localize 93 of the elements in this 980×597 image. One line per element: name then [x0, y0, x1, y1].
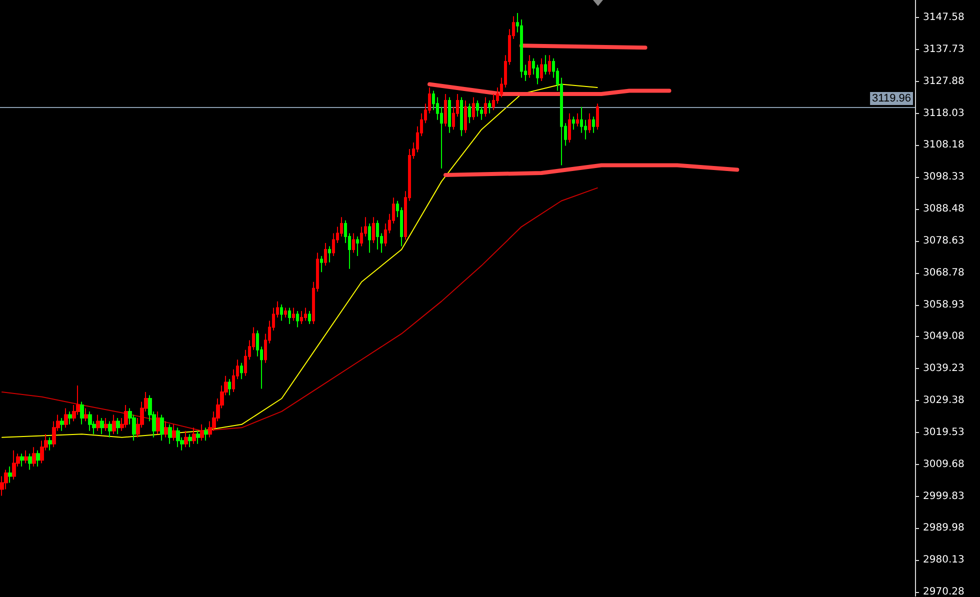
y-tick-label: 3137.73 [923, 44, 964, 55]
candlestick [164, 420, 168, 438]
y-tick-label: 2999.83 [923, 490, 964, 502]
candlestick [328, 246, 331, 263]
candlestick [28, 453, 32, 470]
candlestick [368, 223, 371, 254]
candlestick [160, 414, 164, 442]
candlestick [32, 446, 36, 468]
candlestick [592, 116, 595, 134]
candlestick [528, 54, 531, 78]
candlestick [372, 216, 375, 244]
candlestick [20, 453, 24, 468]
y-tick-label: 3078.63 [923, 235, 964, 246]
candlestick [108, 420, 112, 438]
candlestick [540, 58, 543, 82]
candlestick [320, 255, 323, 273]
y-tick-label: 3147.58 [923, 12, 964, 24]
candlestick [324, 242, 327, 266]
candlestick [8, 466, 12, 484]
candlestick [156, 410, 160, 435]
candlestick [548, 54, 551, 76]
candlestick [296, 310, 299, 328]
candlestick [124, 404, 128, 428]
y-tick-label: 3088.48 [923, 204, 964, 215]
candlestick [292, 307, 295, 322]
candlestick [352, 232, 355, 254]
y-tick-label: 2989.98 [923, 522, 964, 534]
candlestick [304, 307, 307, 322]
candlestick [284, 307, 287, 318]
candlestick [176, 427, 180, 448]
candlestick [64, 408, 68, 428]
y-tick-label: 2980.13 [923, 554, 964, 566]
candlestick [460, 96, 463, 137]
line-series [444, 163, 740, 177]
candlestick [484, 96, 487, 118]
candlestick [24, 450, 28, 464]
candlestick [116, 417, 120, 435]
candlestick [240, 362, 243, 380]
candlestick [196, 430, 200, 444]
candlestick [280, 304, 283, 322]
candlestick [596, 103, 599, 130]
candlestick [104, 417, 108, 432]
candlestick [112, 414, 116, 435]
candlestick [488, 100, 491, 114]
candlestick [96, 414, 100, 432]
candlestick [88, 410, 92, 432]
candlestick [172, 424, 176, 442]
candlestick [308, 310, 311, 324]
y-tick-label: 3009.68 [923, 458, 964, 470]
candlestick [464, 100, 467, 134]
y-tick-label: 3098.33 [923, 172, 964, 183]
candlestick [468, 103, 471, 124]
y-tick-label: 3029.38 [923, 395, 964, 406]
candlestick [48, 436, 52, 451]
candlestick [200, 424, 204, 442]
candlestick [576, 112, 579, 127]
candlestick [168, 424, 172, 444]
candlestick [228, 378, 231, 396]
candlestick [568, 112, 571, 144]
candlestick [376, 220, 379, 250]
candlestick [444, 93, 447, 127]
candlestick [184, 430, 188, 448]
candlestick [68, 410, 72, 425]
y-tick-label: 3127.88 [923, 76, 964, 87]
y-tick-label: 3118.03 [923, 108, 964, 119]
candlestick [36, 450, 40, 468]
candlestick [476, 100, 479, 118]
candlestick [572, 116, 575, 130]
candlestick [588, 112, 591, 134]
candlestick [60, 417, 64, 432]
y-tick-label: 3039.23 [923, 363, 964, 374]
candlestick [188, 434, 192, 448]
ref-line-label: 3119.96 [872, 92, 911, 105]
candlestick [288, 307, 291, 324]
y-tick-label: 3068.78 [923, 267, 964, 278]
y-tick-label: 3049.08 [923, 331, 964, 342]
line-series [2, 84, 598, 438]
candlestick [100, 417, 104, 435]
candlestick [192, 427, 196, 444]
y-tick-label: 3058.93 [923, 299, 964, 310]
candlestick [80, 401, 84, 425]
candlestick [84, 408, 88, 422]
candlestick [472, 96, 475, 120]
y-tick-label: 2970.28 [923, 586, 964, 597]
y-tick-label: 3019.53 [923, 426, 964, 438]
candlestick [204, 427, 208, 442]
candlestick [544, 54, 547, 76]
candlestick [300, 310, 303, 324]
candlestick [12, 450, 16, 480]
line-series [2, 187, 598, 432]
candlestick [448, 96, 451, 134]
y-tick-label: 3108.18 [923, 140, 964, 151]
candlestick [356, 236, 359, 256]
